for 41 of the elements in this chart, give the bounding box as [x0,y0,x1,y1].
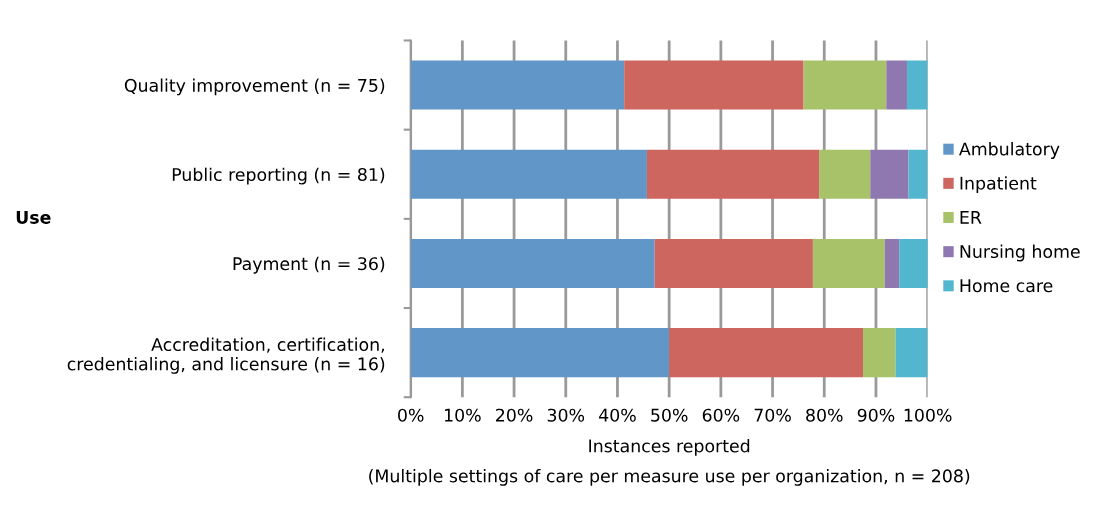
bar [646,149,820,199]
bar [906,60,928,110]
bar [624,60,804,110]
bar [863,328,896,378]
bar [812,238,885,288]
bar [654,238,813,288]
y-tick-label: Public reporting (n = 81) [172,167,385,185]
bar [803,60,887,110]
bar [886,60,907,110]
y-tick-label: Quality improvement (n = 75) [124,78,385,96]
legend-label: Inpatient [960,176,1037,194]
bar [819,149,871,199]
x-tick-label: 0% [398,408,424,422]
x-tick-label: 70% [754,408,791,422]
legend-label: ER [960,210,982,224]
legend-label: Nursing home [960,244,1080,262]
legend-label: Home care [960,279,1053,293]
y-tick-label: Accreditation, certification, credentialing, and licensure (n = 16) [67,337,385,374]
x-tick-label: 90% [857,408,895,422]
bar [870,149,909,199]
bar [410,238,655,288]
x-tick-label: 100% [904,408,952,422]
y-axis-title: Use [16,210,51,224]
bar [899,238,928,288]
bar [884,238,900,288]
x-tick-label: 50% [651,408,688,422]
bar [410,328,670,378]
bar [908,149,928,199]
y-tick-label: Payment (n = 36) [233,256,385,274]
legend-label: Ambulatory [959,142,1060,159]
x-axis-title: Instances reported (Multiple settings of care per measure use per organization, n = 208) [369,439,970,486]
x-tick-label: 20% [496,408,533,422]
x-tick-label: 60% [702,408,740,422]
bar [410,60,625,110]
bar [410,149,647,199]
x-tick-label: 10% [444,408,481,422]
bar [669,328,864,378]
bar [895,328,928,378]
x-tick-label: 80% [806,408,843,422]
x-tick-label: 40% [599,408,636,422]
x-tick-label: 30% [547,408,585,422]
